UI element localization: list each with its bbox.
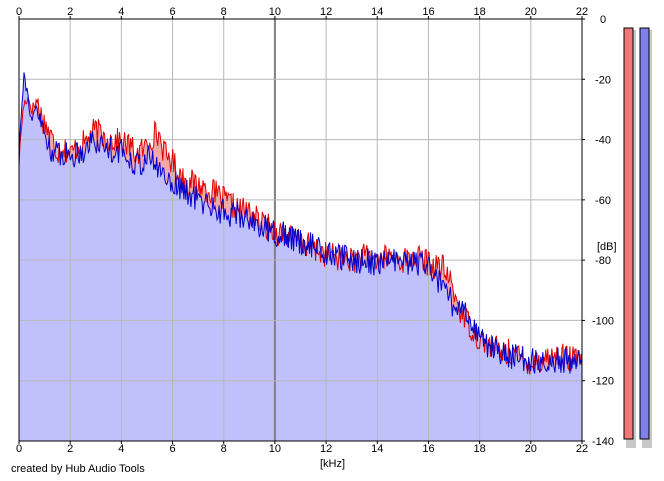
x-tick-label-top: 22	[576, 6, 588, 18]
x-tick-label: 12	[320, 443, 332, 455]
credit-text: created by Hub Audio Tools	[11, 463, 145, 475]
x-tick-label-top: 18	[474, 6, 486, 18]
x-tick-label: 14	[371, 443, 383, 455]
y-tick-label: -140	[592, 436, 614, 448]
series-fill-2	[19, 72, 582, 442]
level-meter-left	[623, 27, 634, 440]
x-tick-label-top: 10	[269, 6, 281, 18]
y-axis-label: [dB]	[597, 241, 617, 253]
x-tick-label: 4	[118, 443, 124, 455]
x-tick-label-top: 8	[221, 6, 227, 18]
y-tick-label: -80	[595, 255, 611, 267]
x-tick-label: 18	[474, 443, 486, 455]
y-tick-label: -120	[592, 376, 614, 388]
x-tick-label: 20	[525, 443, 537, 455]
y-tick-label: -20	[595, 74, 611, 86]
x-tick-label-top: 20	[525, 6, 537, 18]
x-axis-label: [kHz]	[320, 458, 346, 470]
x-tick-label-top: 12	[320, 6, 332, 18]
x-tick-label: 2	[67, 443, 73, 455]
x-tick-label-top: 14	[371, 6, 383, 18]
x-tick-label: 8	[221, 443, 227, 455]
plot-frame	[18, 18, 583, 442]
y-tick-label: -40	[595, 135, 611, 147]
x-tick-label: 6	[169, 443, 175, 455]
y-tick-label: 0	[600, 14, 606, 26]
x-tick-label-top: 16	[422, 6, 434, 18]
x-tick-label-top: 2	[67, 6, 73, 18]
x-tick-label: 10	[269, 443, 281, 455]
level-meter-right	[639, 27, 650, 440]
x-tick-label-top: 0	[16, 6, 22, 18]
x-tick-label: 0	[16, 443, 22, 455]
series-line-2	[18, 72, 583, 374]
x-tick-label: 16	[422, 443, 434, 455]
x-tick-label-top: 6	[169, 6, 175, 18]
x-tick-label-top: 4	[118, 6, 124, 18]
y-tick-label: -60	[595, 195, 611, 207]
y-tick-label: -100	[592, 315, 614, 327]
x-tick-label: 22	[576, 443, 588, 455]
